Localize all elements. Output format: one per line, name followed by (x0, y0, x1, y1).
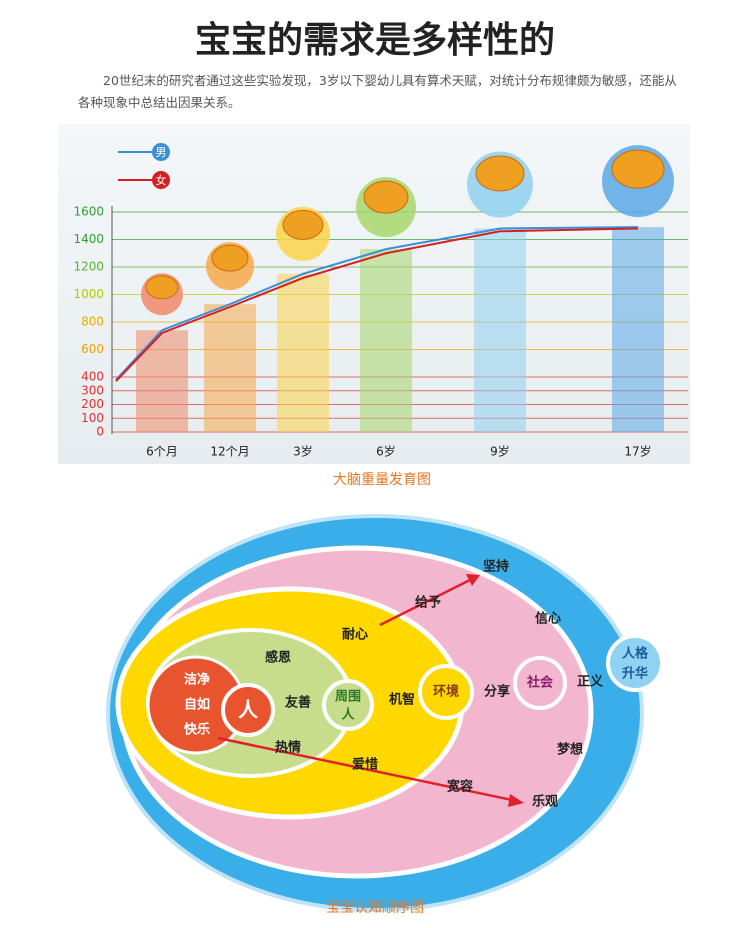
diagram-label: 给予 (415, 595, 441, 611)
diagram-label: 爱惜 (352, 757, 378, 773)
bar (277, 273, 329, 432)
series-line (115, 226, 639, 381)
diagram-label: 分享 (484, 684, 510, 700)
diagram-label: 乐观 (532, 794, 558, 810)
diagram-label: 友善 (285, 695, 311, 711)
diagram-label: 环境 (433, 684, 459, 700)
brain (145, 275, 179, 300)
bar (204, 304, 256, 432)
title: 宝宝的需求是多样性的 (195, 20, 555, 61)
others-node (322, 679, 374, 731)
y-tick-label: 100 (81, 411, 104, 425)
y-tick-label: 300 (81, 383, 104, 397)
x-tick-label: 6岁 (376, 444, 396, 459)
diagram-label: 正义 (577, 674, 604, 690)
series-line (115, 227, 639, 382)
y-tick-label: 0 (96, 425, 104, 439)
x-tick-label: 9岁 (490, 444, 510, 459)
brain (211, 244, 249, 272)
arrow-head (508, 794, 524, 807)
bar (136, 330, 188, 432)
diagram-label: 人格 (622, 646, 649, 662)
diagram-label: 机智 (389, 692, 415, 708)
y-tick-label: 1600 (73, 205, 104, 219)
diagram-label: 信心 (535, 611, 561, 627)
brain (475, 155, 525, 192)
diagram-label: 坚持 (483, 559, 509, 575)
y-tick-label: 600 (81, 342, 104, 356)
diagram-label: 人 (341, 707, 355, 723)
y-tick-label: 200 (81, 397, 104, 411)
diagram-label: 热情 (275, 740, 301, 756)
diagram-caption: 宝宝认知顺序图 (326, 899, 424, 916)
diagram-label: 耐心 (342, 627, 368, 643)
bar (360, 249, 412, 432)
arrow (379, 578, 471, 627)
diagram-label: 感恩 (265, 650, 291, 666)
y-tick-label: 1000 (73, 287, 104, 301)
society-node (513, 656, 567, 710)
chart-caption: 大脑重量发育图 (333, 472, 431, 488)
sublimation-node (606, 634, 664, 692)
diagram-label: 升华 (622, 666, 648, 682)
y-tick-label: 1200 (73, 260, 104, 274)
y-tick-label: 1400 (73, 232, 104, 246)
intro-text: 20世纪末的研究者通过这些实验发现，3岁以下婴幼儿具有算术天赋，对统计分布规律颇… (78, 73, 677, 110)
x-tick-label: 3岁 (293, 444, 313, 459)
arrow (217, 736, 513, 802)
bar (474, 228, 526, 432)
legend-label: 女 (156, 173, 167, 187)
person-node (221, 683, 275, 737)
bar (612, 227, 664, 432)
brain (363, 180, 409, 214)
brain (282, 209, 324, 240)
env-node (418, 664, 474, 720)
diagram-label: 宽容 (446, 779, 473, 795)
x-tick-label: 17岁 (624, 444, 651, 459)
diagram-label: 自如 (184, 697, 210, 713)
diagram-label: 社会 (526, 675, 554, 691)
arrow-head (466, 574, 480, 586)
x-tick-label: 12个月 (210, 445, 249, 459)
diagram-label: 人 (238, 698, 259, 722)
y-tick-label: 400 (81, 370, 104, 384)
diagram-label: 洁净 (184, 672, 210, 688)
legend-dot (152, 171, 170, 189)
diagram-label: 周围 (335, 690, 361, 705)
legend-dot (152, 143, 170, 161)
brain (611, 149, 665, 189)
diagram-label: 梦想 (557, 742, 583, 758)
legend-label: 男 (156, 146, 167, 159)
y-tick-label: 800 (81, 315, 104, 329)
x-tick-label: 6个月 (146, 445, 178, 459)
diagram-label: 快乐 (184, 722, 210, 738)
